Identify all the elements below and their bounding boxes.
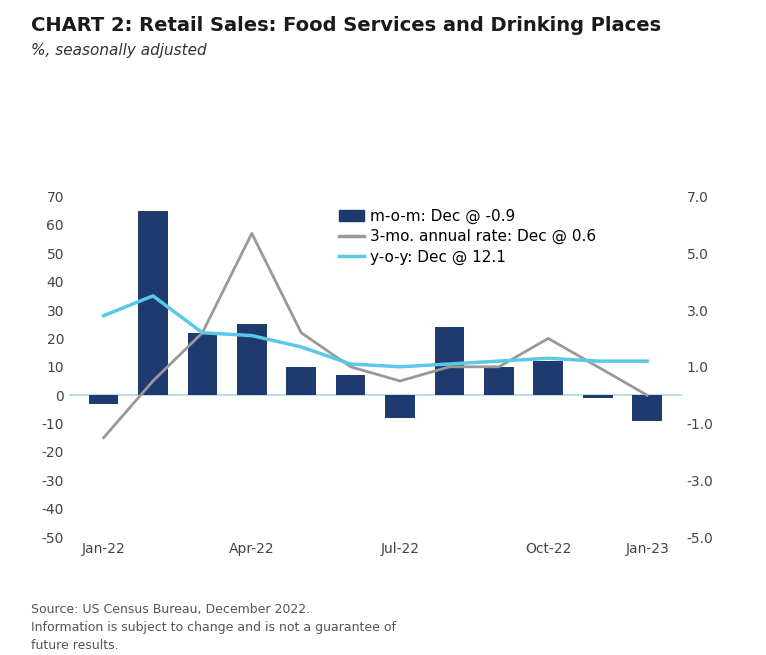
Bar — [188, 333, 218, 395]
Text: %, seasonally adjusted: %, seasonally adjusted — [31, 43, 206, 58]
Text: CHART 2: Retail Sales: Food Services and Drinking Places: CHART 2: Retail Sales: Food Services and… — [31, 16, 661, 35]
Bar — [632, 395, 662, 421]
Bar — [138, 211, 168, 395]
Bar — [385, 395, 415, 418]
Text: Source: US Census Bureau, December 2022.
Information is subject to change and is: Source: US Census Bureau, December 2022.… — [31, 603, 396, 652]
Bar — [237, 324, 267, 395]
Bar — [89, 395, 119, 403]
Bar — [434, 327, 464, 395]
Bar — [533, 361, 563, 395]
Bar — [286, 367, 316, 395]
Bar — [583, 395, 613, 398]
Legend: m-o-m: Dec @ -0.9, 3-mo. annual rate: Dec @ 0.6, y-o-y: Dec @ 12.1: m-o-m: Dec @ -0.9, 3-mo. annual rate: De… — [335, 204, 601, 270]
Bar — [484, 367, 514, 395]
Bar — [336, 375, 365, 395]
